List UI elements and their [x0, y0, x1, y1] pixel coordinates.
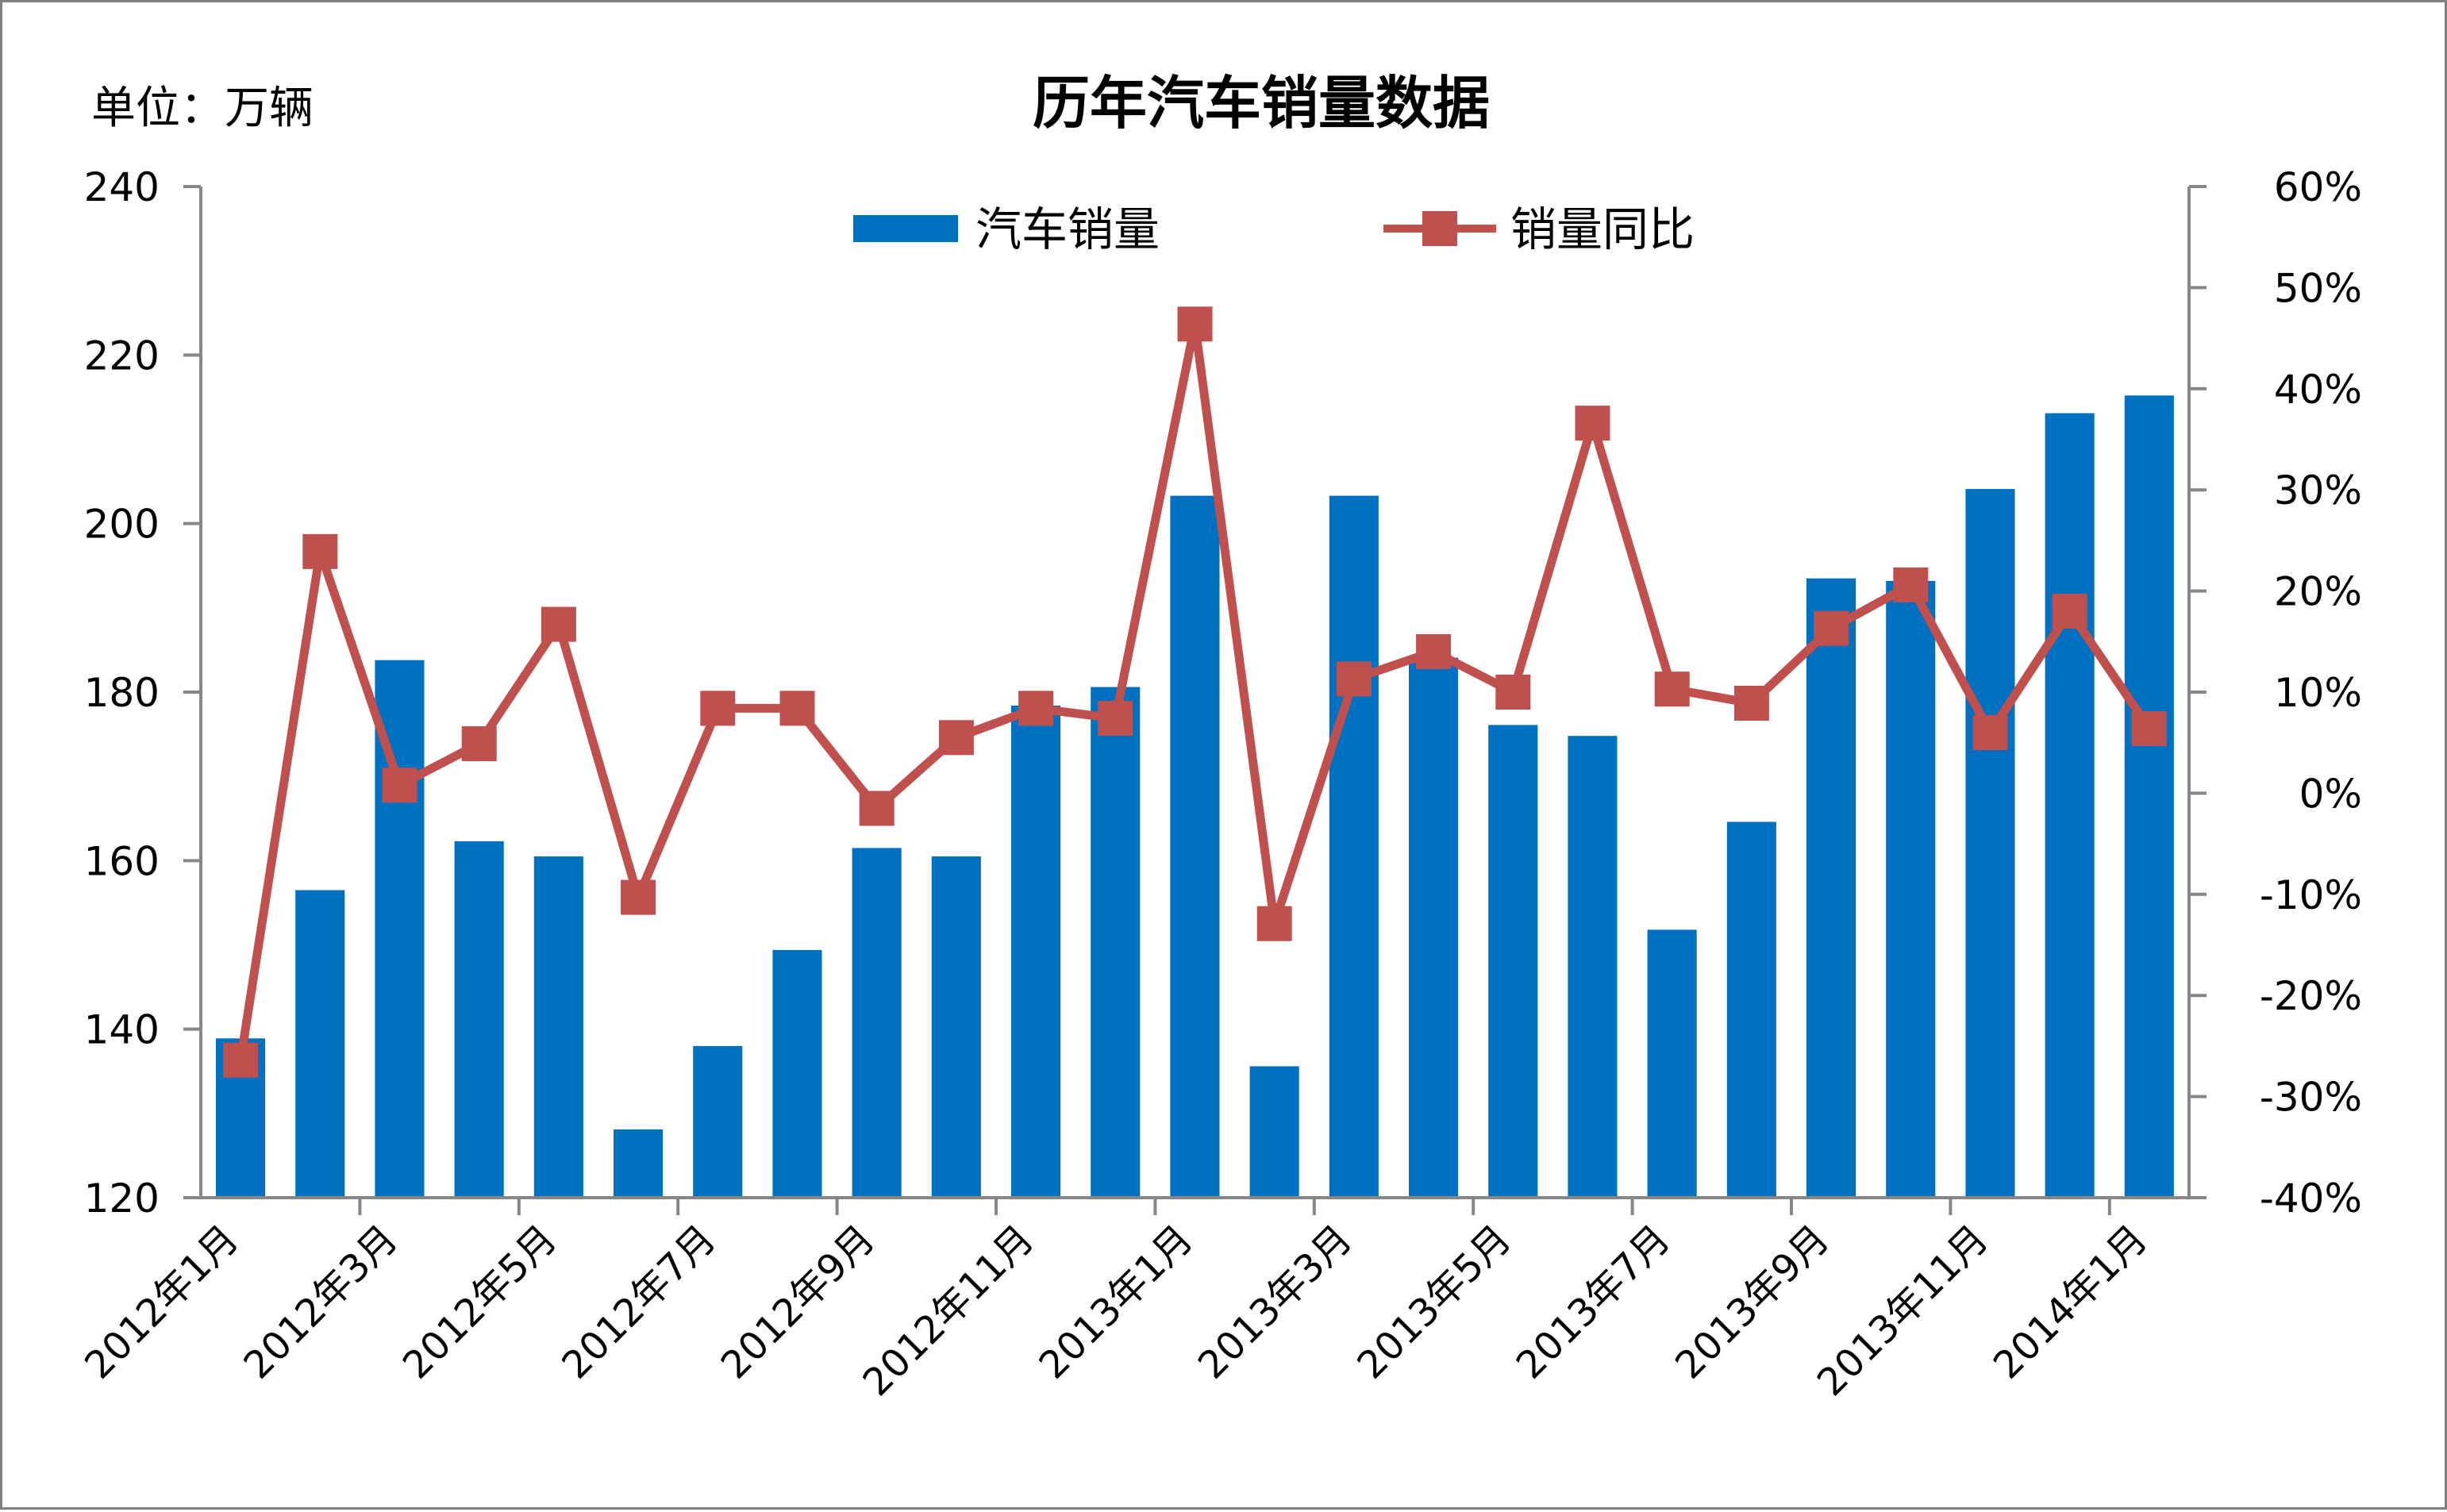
left-tick-label: 120: [84, 1175, 160, 1222]
bar-14: [1249, 1066, 1299, 1198]
yoy-marker-24: [2052, 594, 2087, 629]
bar-25: [2124, 395, 2174, 1198]
x-axis-ticks: 2012年1月2012年3月2012年5月2012年7月2012年9月2012年…: [76, 1198, 2156, 1405]
left-tick-label: 200: [84, 502, 160, 548]
line-series: [223, 306, 2167, 1078]
bar-21: [1806, 578, 1856, 1198]
bar-4: [454, 841, 504, 1198]
x-tick-label: 2013年11月: [1809, 1217, 1997, 1405]
x-tick-label: 2013年5月: [1349, 1217, 1519, 1387]
yoy-marker-21: [1814, 610, 1849, 646]
yoy-marker-20: [1733, 686, 1769, 721]
yoy-marker-6: [621, 879, 656, 915]
x-tick-label: 2013年9月: [1667, 1217, 1837, 1387]
bar-19: [1647, 929, 1697, 1198]
right-tick-label: 20%: [2274, 569, 2362, 615]
bar-13: [1170, 495, 1220, 1198]
yoy-marker-18: [1575, 406, 1610, 441]
yoy-marker-5: [541, 606, 576, 642]
yoy-marker-13: [1177, 306, 1213, 342]
bar-11: [1011, 706, 1061, 1198]
yoy-marker-23: [1972, 715, 2008, 750]
yoy-marker-16: [1416, 634, 1452, 669]
x-tick-label: 2013年7月: [1508, 1217, 1679, 1387]
yoy-marker-19: [1654, 671, 1690, 707]
yoy-marker-11: [1018, 691, 1054, 726]
yoy-marker-12: [1098, 701, 1133, 737]
right-tick-label: -40%: [2260, 1175, 2362, 1222]
yoy-marker-9: [859, 791, 895, 826]
bar-15: [1329, 495, 1379, 1198]
bar-18: [1568, 736, 1618, 1198]
bar-17: [1488, 725, 1538, 1198]
bar-16: [1409, 657, 1459, 1198]
bar-24: [2045, 413, 2095, 1198]
yoy-marker-8: [779, 691, 815, 726]
x-tick-label: 2012年5月: [394, 1217, 565, 1387]
legend-bar-label: 汽车销量: [975, 202, 1160, 256]
x-tick-label: 2012年1月: [76, 1217, 247, 1387]
yoy-marker-7: [700, 691, 736, 726]
right-tick-label: 10%: [2274, 670, 2362, 716]
left-axis-ticks: 120 140 160 180 200 220 240: [84, 164, 201, 1222]
legend-bar-swatch: [853, 215, 958, 242]
bar-2: [295, 890, 345, 1198]
yoy-marker-1: [223, 1042, 259, 1078]
right-tick-label: 60%: [2274, 164, 2362, 210]
right-tick-label: -30%: [2260, 1075, 2362, 1121]
bar-9: [852, 848, 902, 1198]
right-tick-label: -20%: [2260, 973, 2362, 1019]
yoy-marker-25: [2131, 710, 2167, 746]
yoy-marker-17: [1495, 675, 1531, 710]
x-tick-label: 2013年1月: [1031, 1217, 1202, 1387]
left-tick-label: 160: [84, 838, 160, 884]
yoy-marker-3: [382, 768, 417, 803]
x-tick-label: 2013年3月: [1190, 1217, 1360, 1387]
right-axis-ticks: -40% -30% -20% -10% 0% 10% 20% 30% 40% 50% 60%: [2189, 164, 2362, 1222]
left-tick-label: 220: [84, 333, 160, 379]
right-tick-label: 30%: [2274, 467, 2362, 514]
x-tick-label: 2012年9月: [713, 1217, 883, 1387]
bar-12: [1091, 687, 1141, 1198]
bar-6: [614, 1129, 664, 1198]
x-tick-label: 2012年11月: [855, 1217, 1043, 1405]
bar-10: [931, 856, 981, 1198]
yoy-marker-2: [302, 533, 338, 569]
bar-23: [1965, 489, 2015, 1198]
x-tick-label: 2012年3月: [236, 1217, 406, 1387]
left-tick-label: 240: [84, 164, 160, 210]
yoy-marker-22: [1893, 567, 1929, 602]
chart-title: 历年汽车销量数据: [1033, 69, 1490, 137]
right-tick-label: 50%: [2274, 265, 2362, 311]
legend: 汽车销量 销量同比: [853, 202, 1695, 256]
unit-label: 单位：万辆: [91, 83, 314, 134]
left-tick-label: 140: [84, 1007, 160, 1053]
bar-8: [772, 949, 822, 1198]
x-tick-label: 2012年7月: [553, 1217, 724, 1387]
yoy-marker-4: [461, 726, 497, 761]
legend-line-marker: [1422, 211, 1457, 246]
yoy-marker-15: [1336, 661, 1372, 697]
legend-line-label: 销量同比: [1510, 202, 1695, 256]
left-tick-label: 180: [84, 670, 160, 716]
yoy-marker-14: [1256, 906, 1292, 941]
right-tick-label: 40%: [2274, 367, 2362, 413]
bar-20: [1726, 821, 1776, 1198]
x-tick-label: 2014年1月: [1985, 1217, 2156, 1387]
yoy-marker-10: [938, 720, 974, 756]
bar-series: [216, 395, 2174, 1198]
right-tick-label: -10%: [2260, 872, 2362, 918]
right-tick-label: 0%: [2299, 771, 2362, 817]
bar-7: [693, 1045, 743, 1198]
bar-22: [1886, 580, 1936, 1198]
bar-5: [533, 856, 583, 1198]
